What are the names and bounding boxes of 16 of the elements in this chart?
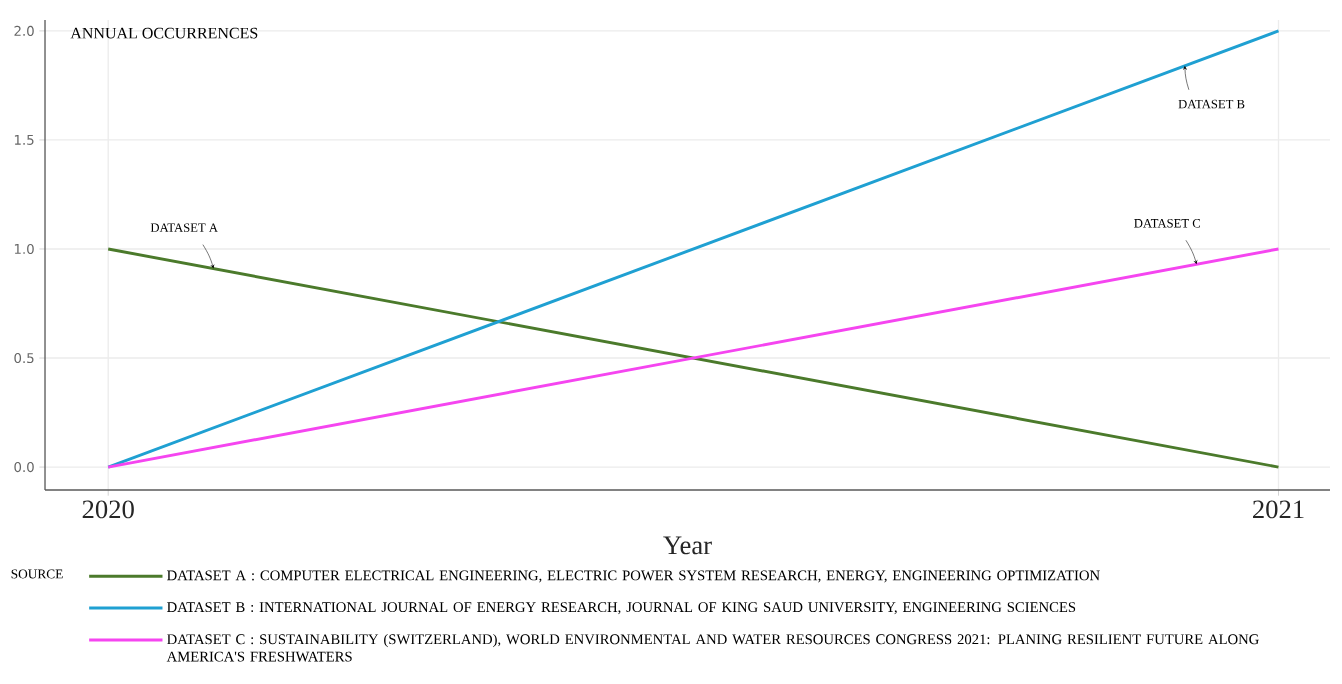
y-tick-label: 0.0 — [14, 462, 34, 473]
y-tick-label: 1.5 — [14, 134, 34, 145]
legend-label: DATASET C : SUSTAINABILITY (SWITZERLAND), WORLD ENVIRONMENTAL AND WATER RESOURCES CONGRESS 2021: PLANING RESILIENT FUTURE ALONG AMERICA'S FRESHWATERS — [166, 633, 1259, 662]
x-axis-title: Year — [663, 536, 712, 555]
x-tick-label: 2020 — [82, 500, 134, 519]
legend-label: DATASET B : INTERNATIONAL JOURNAL OF ENERGY RESEARCH, JOURNAL OF KING SAUD UNIVERSITY, ENGINEERING SCIENCES — [167, 602, 1076, 615]
y-tick-label: 0.5 — [14, 352, 34, 364]
x-tick-label: 2021 — [1253, 500, 1304, 519]
y-axis-title: ANNUAL OCCURRENCES — [70, 27, 258, 39]
annotation: DATASET C — [1134, 219, 1200, 228]
legend-label: DATASET A : COMPUTER ELECTRICAL ENGINEERING, ELECTRIC POWER SYSTEM RESEARCH, ENERGY, ENGINEERING OPTIMIZATION — [167, 570, 1100, 583]
annotation: DATASET B — [1178, 99, 1245, 109]
annotation: DATASET A — [150, 223, 218, 232]
y-tick-label: 2.0 — [14, 25, 34, 36]
legend-title: SOURCE — [11, 569, 63, 579]
y-tick-label: 1.0 — [14, 243, 34, 255]
